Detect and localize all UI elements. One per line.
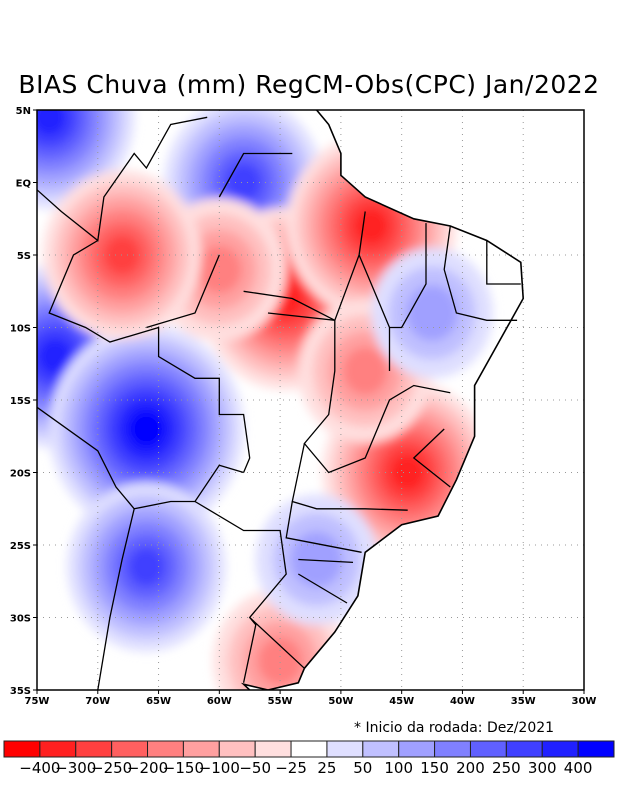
x-tick-label: 55W [268, 696, 293, 707]
border-line [267, 211, 366, 322]
border-line [291, 443, 408, 511]
colorbar-swatch [147, 740, 184, 758]
colorbar-swatch [3, 740, 41, 758]
y-tick-label: 20S [10, 469, 31, 480]
country-borders [37, 110, 525, 690]
border-line [486, 240, 521, 285]
colorbar-swatch [577, 740, 615, 758]
border-line [298, 558, 354, 564]
colorbar-label: 150 [420, 759, 449, 777]
x-tick-label: 40W [450, 696, 475, 707]
border-line [303, 320, 451, 474]
colorbar-swatch [434, 740, 471, 758]
x-tick-label: 60W [207, 696, 232, 707]
colorbar-label: −150 [163, 759, 204, 777]
colorbar-label: 400 [564, 759, 593, 777]
anomaly-contour [38, 338, 73, 375]
colorbar-swatch [182, 740, 220, 758]
gridlines [37, 110, 584, 690]
colorbar-label: 50 [353, 759, 372, 777]
y-tick-label: 5N [16, 106, 31, 117]
border-line [242, 617, 257, 683]
colorbar-swatch [39, 740, 77, 758]
border-line [243, 290, 336, 321]
colorbar-label: −400 [19, 759, 60, 777]
y-tick-label: 10S [10, 324, 31, 335]
border-line [412, 428, 451, 488]
colorbar-label: −250 [91, 759, 132, 777]
chart-title: BIAS Chuva (mm) RegCM-Obs(CPC) Jan/2022 [18, 70, 600, 99]
border-line [358, 254, 391, 371]
x-tick-label: 35W [511, 696, 536, 707]
x-tick-label: 30W [572, 696, 597, 707]
colorbar-label: 200 [456, 759, 485, 777]
colorbar-swatch [218, 740, 256, 758]
colorbar-label: −100 [199, 759, 240, 777]
x-tick-label: 75W [25, 696, 50, 707]
border-line [297, 573, 348, 604]
border-line [48, 239, 251, 473]
colorbar-swatch [505, 740, 543, 758]
colorbar-swatch [398, 740, 436, 758]
anomaly-contour [257, 637, 303, 685]
colorbar-label: 250 [492, 759, 521, 777]
x-tick-label: 50W [328, 696, 353, 707]
colorbar-swatch [326, 740, 364, 758]
colorbar-swatch [541, 740, 579, 758]
anomaly-contour [128, 547, 165, 587]
colorbar-swatch [254, 740, 292, 758]
border-line [194, 500, 305, 669]
border-line [37, 116, 208, 242]
colorbar-label: 25 [317, 759, 336, 777]
x-tick-label: 45W [389, 696, 414, 707]
y-tick-label: 5S [17, 251, 31, 262]
x-tick-label: 65W [146, 696, 171, 707]
colorbar-swatch [362, 740, 400, 758]
border-line [389, 223, 427, 329]
border-line [218, 152, 293, 198]
anomaly-contour [37, 110, 67, 136]
anomaly-contour [129, 410, 164, 448]
anomaly-contour [342, 347, 388, 395]
anomaly-contour [390, 454, 425, 491]
coastline [219, 110, 525, 690]
anomaly-contour [225, 162, 262, 203]
border-line [285, 501, 362, 553]
colorbar-label: −300 [55, 759, 96, 777]
run-start-note: * Inicio da rodada: Dez/2021 [354, 720, 555, 736]
border-line [443, 225, 518, 321]
colorbar-swatch [469, 740, 507, 758]
colorbar-label: 100 [384, 759, 413, 777]
y-tick-label: 15S [10, 396, 31, 407]
colorbar-swatch [290, 740, 328, 758]
colorbar-label: −50 [239, 759, 271, 777]
colorbar-swatch [75, 740, 113, 758]
colorbar-label: 300 [528, 759, 557, 777]
border-line [146, 254, 220, 329]
colorbar-label: −25 [275, 759, 307, 777]
anomaly-contour [103, 235, 141, 275]
y-tick-label: 30S [10, 614, 31, 625]
y-tick-label: 35S [10, 686, 31, 697]
y-tick-label: 25S [10, 541, 31, 552]
colorbar-label: −200 [127, 759, 168, 777]
x-tick-label: 70W [85, 696, 110, 707]
axes: 75W 70W 65W 60W 55W 50W 45W 40W 35W 30W 5N EQ 5S 10S 1… [10, 106, 597, 707]
anomaly-contour [354, 207, 389, 245]
colorbar-swatch [111, 740, 149, 758]
y-tick-label: EQ [16, 179, 31, 190]
